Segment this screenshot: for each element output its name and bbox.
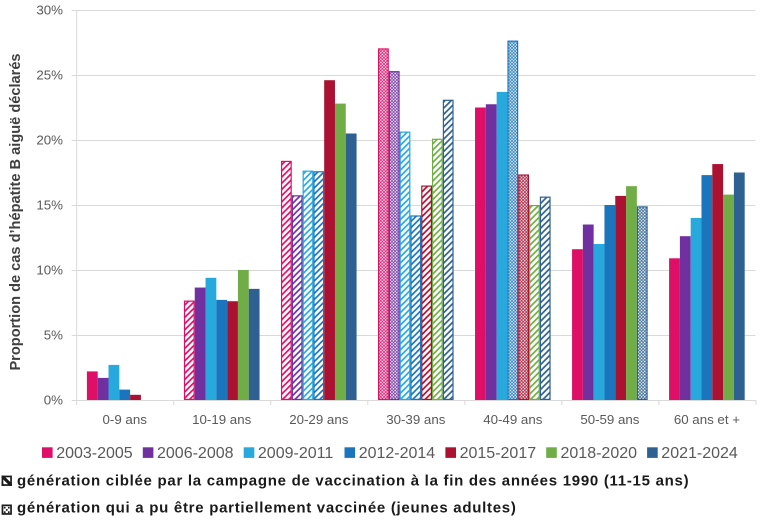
svg-text:2015-2017: 2015-2017 xyxy=(460,445,537,462)
svg-text:30-39 ans: 30-39 ans xyxy=(386,412,445,427)
svg-text:5%: 5% xyxy=(44,328,63,343)
svg-text:2018-2020: 2018-2020 xyxy=(561,445,638,462)
svg-text:30%: 30% xyxy=(36,3,63,18)
svg-text:Proportion de cas d’hépatite B: Proportion de cas d’hépatite B aiguë déc… xyxy=(8,53,24,370)
svg-text:10-19 ans: 10-19 ans xyxy=(192,412,251,427)
svg-text:0-9 ans: 0-9 ans xyxy=(103,412,148,427)
svg-text:20%: 20% xyxy=(36,133,63,148)
svg-text:25%: 25% xyxy=(36,68,63,83)
svg-text:2009-2011: 2009-2011 xyxy=(258,445,333,462)
svg-text:40-49 ans: 40-49 ans xyxy=(483,412,542,427)
svg-text:15%: 15% xyxy=(36,198,63,213)
svg-text:50-59 ans: 50-59 ans xyxy=(580,412,639,427)
svg-text:60 ans et +: 60 ans et + xyxy=(674,412,740,427)
svg-text:2012-2014: 2012-2014 xyxy=(359,445,436,462)
svg-text:10%: 10% xyxy=(36,263,63,278)
svg-text:génération qui a pu être parti: génération qui a pu être partiellement v… xyxy=(17,500,517,517)
svg-text:2006-2008: 2006-2008 xyxy=(157,445,234,462)
svg-text:0%: 0% xyxy=(44,393,63,408)
svg-text:20-29 ans: 20-29 ans xyxy=(289,412,348,427)
svg-text:2021-2024: 2021-2024 xyxy=(661,445,738,462)
svg-text:génération ciblée par la campa: génération ciblée par la campagne de vac… xyxy=(17,473,689,490)
svg-text:2003-2005: 2003-2005 xyxy=(56,445,133,462)
